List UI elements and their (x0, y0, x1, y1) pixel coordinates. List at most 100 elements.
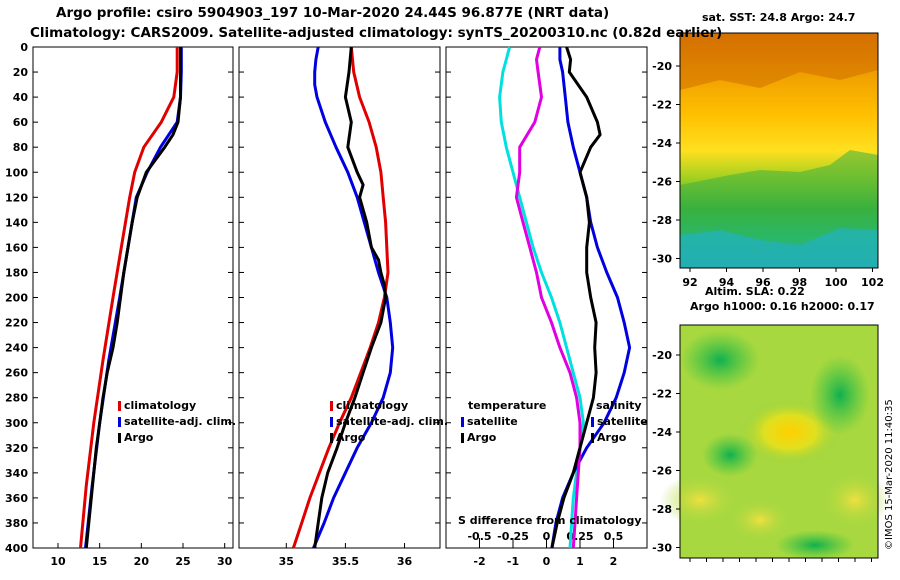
sst-map-title: sat. SST: 24.8 Argo: 24.7 (702, 11, 856, 24)
series-line-climatology (79, 47, 179, 549)
legend-swatch-satellite (591, 417, 594, 427)
y-tick-label: 380 (5, 517, 28, 530)
y-tick-label: 240 (5, 342, 28, 355)
legend-swatch-argo (591, 433, 594, 443)
sst-cool-patch (680, 228, 878, 268)
y-tick-label: 320 (5, 442, 28, 455)
series-line-argo (84, 47, 182, 549)
y-tick-label: 340 (5, 467, 28, 480)
y-tick-label: 200 (5, 292, 28, 305)
title-line-2: Climatology: CARS2009. Satellite-adjuste… (30, 25, 723, 41)
sla-map (660, 324, 889, 560)
map-lat-tick-label: -28 (652, 503, 672, 516)
y-tick-label: 0 (20, 41, 28, 54)
y-tick-label: 140 (5, 216, 28, 229)
legend-swatch-satellite (118, 417, 121, 427)
legend-title-temperature: temperature (468, 399, 547, 412)
legend-swatch-argo (461, 433, 464, 443)
map-lat-tick-label: -22 (652, 99, 672, 112)
map-lat-tick-label: -22 (652, 388, 672, 401)
legend-label-satellite: satellite-adj. clim. (124, 415, 237, 428)
legend-title-salinity: salinity (596, 399, 642, 412)
y-tick-label: 80 (13, 141, 29, 154)
sla-low-blob (680, 330, 760, 390)
map-lat-tick-label: -24 (652, 426, 672, 439)
x-tick-label: 36 (397, 555, 413, 568)
secondary-x-tick-label: -0.5 (467, 530, 491, 543)
legend-label-argo: Argo (597, 431, 627, 444)
map-lat-tick-label: -30 (652, 253, 672, 266)
legend-label-argo: Argo (336, 431, 366, 444)
legend-label-satellite: satellite (467, 415, 518, 428)
difference-legend (461, 417, 594, 443)
secondary-x-tick-label: -0.25 (497, 530, 529, 543)
x-tick-label: 25 (175, 555, 190, 568)
temperature-panel-frame (32, 46, 234, 549)
y-tick-label: 300 (5, 417, 28, 430)
x-tick-label: 30 (217, 555, 233, 568)
y-tick-label: 160 (5, 241, 28, 254)
legend-label-climatology: climatology (336, 399, 409, 412)
series-line-salinity-argo (550, 46, 602, 549)
legend-swatch-satellite (461, 417, 464, 427)
map-lon-tick-label: 96 (755, 276, 771, 289)
temperature-legend (118, 401, 121, 443)
y-tick-label: 220 (5, 317, 28, 330)
map-lat-tick-label: -26 (652, 465, 672, 478)
map-lat-tick-label: -24 (652, 137, 672, 150)
legend-swatch-argo (118, 433, 121, 443)
map-lat-tick-label: -20 (652, 349, 672, 362)
title-line-1: Argo profile: csiro 5904903_197 10-Mar-2… (56, 5, 610, 21)
sla-low-blob (775, 530, 855, 560)
series-line-climatology (291, 46, 390, 549)
x-tick-label: 15 (92, 555, 107, 568)
x-tick-label: 0 (543, 555, 551, 568)
secondary-x-tick-label: 0 (543, 530, 551, 543)
series-line-satellite-adj-clim- (312, 46, 395, 549)
y-tick-label: 360 (5, 492, 28, 505)
x-tick-label: 1 (576, 555, 584, 568)
legend-label-argo: Argo (467, 431, 497, 444)
y-tick-label: 60 (13, 116, 29, 129)
legend-label-argo: Argo (124, 431, 154, 444)
y-tick-label: 100 (5, 166, 28, 179)
legend-label-climatology: climatology (124, 399, 197, 412)
sst-map (679, 32, 879, 269)
y-tick-label: 120 (5, 191, 28, 204)
secondary-x-tick-label: 0.5 (604, 530, 624, 543)
map-lon-tick-label: 100 (825, 276, 848, 289)
sla-low-blob (810, 355, 870, 435)
sla-high-blob (660, 474, 740, 526)
map-lat-tick-label: -30 (652, 542, 672, 555)
legend-swatch-climatology (330, 401, 333, 411)
map-lon-tick-label: 102 (861, 276, 884, 289)
sla-low-blob (702, 433, 758, 477)
map-lon-tick-label: 98 (792, 276, 807, 289)
sla-high-blob (821, 470, 889, 530)
y-tick-label: 20 (13, 66, 29, 79)
salinity-legend (330, 401, 333, 443)
y-tick-label: 260 (5, 367, 28, 380)
sla-high-blob (728, 498, 792, 542)
map-lat-tick-label: -26 (652, 176, 672, 189)
series-line-satellite-adj-clim- (84, 47, 183, 549)
map-lon-tick-label: 94 (719, 276, 735, 289)
x-tick-label: 10 (50, 555, 66, 568)
y-tick-label: 40 (13, 91, 29, 104)
s-difference-label: S difference from climatology (458, 514, 642, 527)
legend-swatch-satellite (330, 417, 333, 427)
credit-label: ©IMOS 15-Mar-2020 11:40:35 (884, 399, 895, 550)
x-tick-label: -2 (473, 555, 485, 568)
y-tick-label: 400 (5, 542, 28, 555)
sst-warm-patch (680, 33, 878, 90)
map-lat-tick-label: -20 (652, 60, 672, 73)
series-line-temperature-argo (514, 46, 582, 549)
legend-swatch-argo (330, 433, 333, 443)
x-tick-label: -1 (507, 555, 519, 568)
legend-swatch-climatology (118, 401, 121, 411)
sla-map-title-1: Altim. SLA: 0.22 (705, 285, 805, 298)
legend-label-satellite: satellite (597, 415, 648, 428)
y-tick-label: 280 (5, 392, 28, 405)
map-lat-tick-label: -28 (652, 214, 672, 227)
